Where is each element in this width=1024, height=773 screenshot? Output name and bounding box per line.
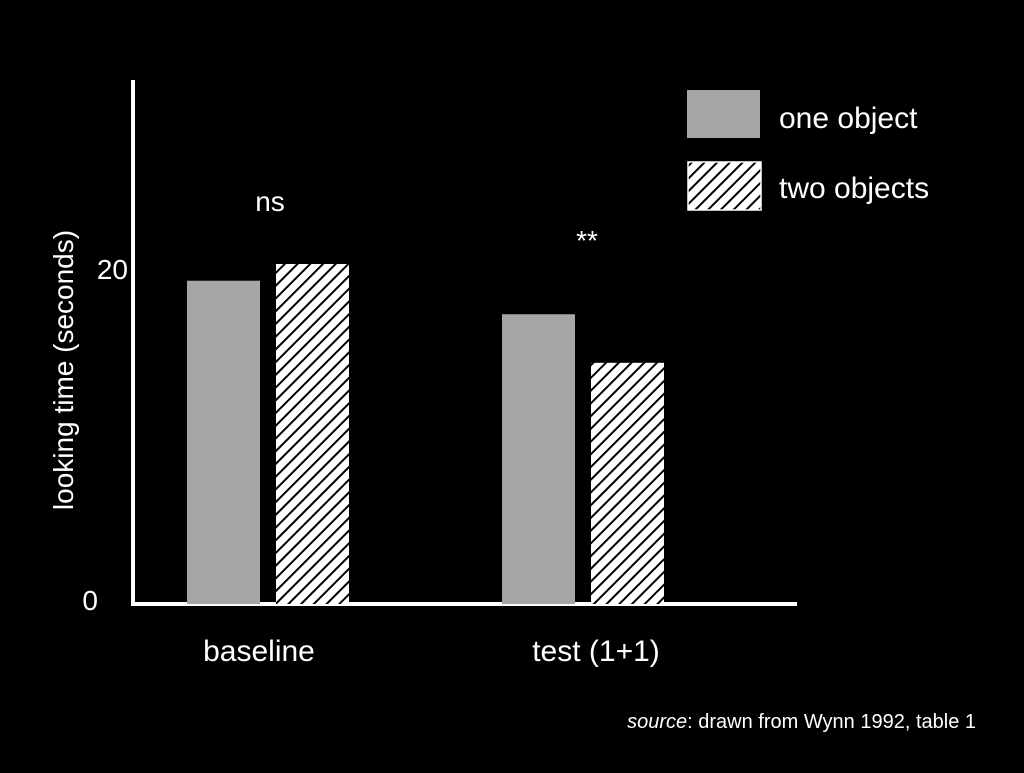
bar-test-one-object [502,314,575,604]
legend-label-two-objects: two objects [779,172,929,205]
legend: one object two objects [687,90,929,211]
source-note-text: : drawn from Wynn 1992, table 1 [687,711,976,733]
bar-test-two-objects [591,362,664,604]
legend-label-one-object: one object [779,102,918,135]
x-category-label-test: test (1+1) [532,635,660,668]
significance-label-test: ** [576,225,598,256]
bar-baseline-one-object [187,280,260,604]
y-tick-label-0: 0 [82,585,98,616]
legend-swatch-one-object [687,90,760,138]
bar-baseline-two-objects [276,263,349,604]
legend-swatch-two-objects [687,161,762,211]
x-category-label-baseline: baseline [203,635,315,668]
y-tick-label-20: 20 [97,254,128,285]
significance-label-baseline: ns [255,186,285,217]
y-axis-label: looking time (seconds) [48,230,79,510]
source-note-prefix: source [627,711,687,733]
source-note: source: drawn from Wynn 1992, table 1 [627,711,976,733]
